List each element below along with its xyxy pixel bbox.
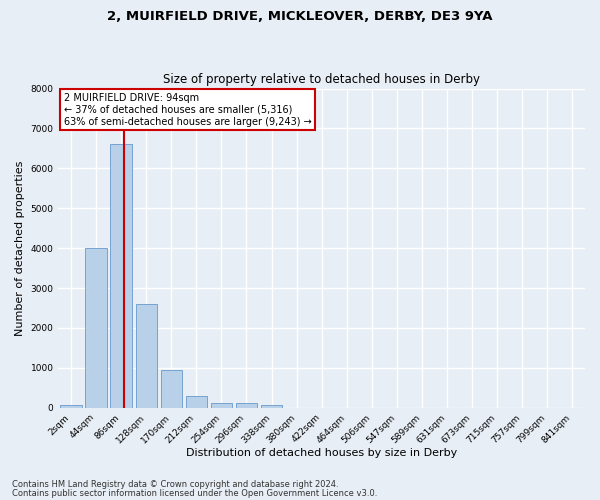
Bar <box>85 248 107 408</box>
Bar <box>261 405 282 408</box>
Bar <box>60 404 82 408</box>
Bar <box>110 144 132 408</box>
Text: Contains public sector information licensed under the Open Government Licence v3: Contains public sector information licen… <box>12 488 377 498</box>
Bar <box>136 304 157 408</box>
Bar <box>161 370 182 408</box>
Text: Contains HM Land Registry data © Crown copyright and database right 2024.: Contains HM Land Registry data © Crown c… <box>12 480 338 489</box>
Bar <box>236 404 257 408</box>
Text: 2 MUIRFIELD DRIVE: 94sqm
← 37% of detached houses are smaller (5,316)
63% of sem: 2 MUIRFIELD DRIVE: 94sqm ← 37% of detach… <box>64 94 311 126</box>
Bar <box>185 396 207 408</box>
Title: Size of property relative to detached houses in Derby: Size of property relative to detached ho… <box>163 73 480 86</box>
X-axis label: Distribution of detached houses by size in Derby: Distribution of detached houses by size … <box>186 448 457 458</box>
Text: 2, MUIRFIELD DRIVE, MICKLEOVER, DERBY, DE3 9YA: 2, MUIRFIELD DRIVE, MICKLEOVER, DERBY, D… <box>107 10 493 23</box>
Bar <box>211 403 232 408</box>
Y-axis label: Number of detached properties: Number of detached properties <box>15 160 25 336</box>
